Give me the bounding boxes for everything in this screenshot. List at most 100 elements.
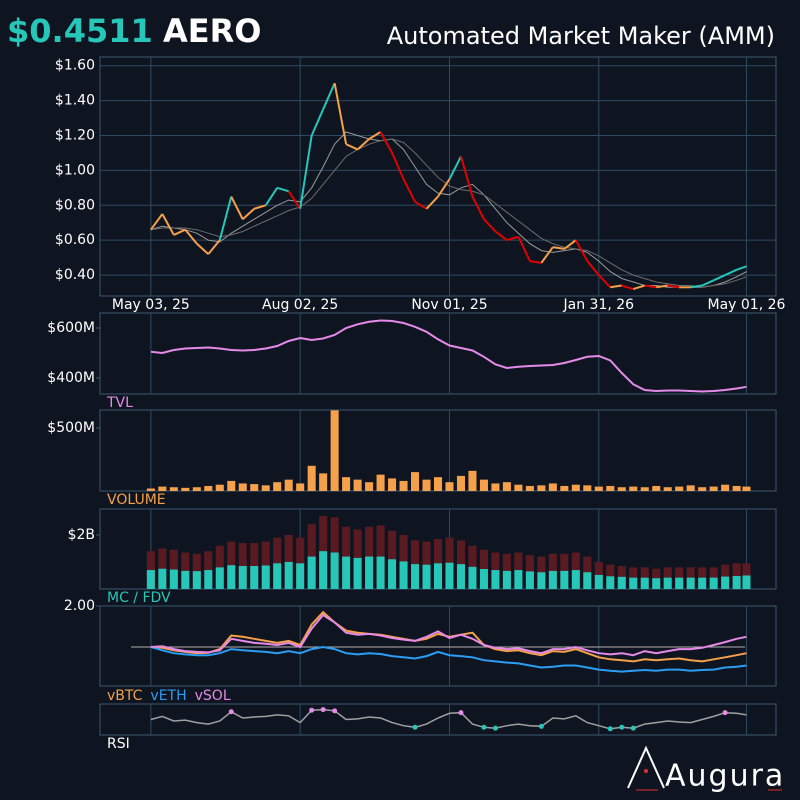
rsi-extreme [722,710,728,716]
logo [627,745,782,791]
panel-label: MC / FDV [107,590,171,606]
rsi-extreme [619,724,625,730]
bar [192,487,201,491]
bar [663,487,672,491]
bar [583,572,592,589]
price-segment [414,200,428,210]
bar [422,479,431,491]
rsi-extreme [458,710,464,716]
bar [502,482,511,491]
price-segment [161,213,175,236]
bar [169,549,178,589]
price-segment [196,242,209,255]
bar [284,479,293,491]
price-segment [242,208,255,220]
x-tick-label: May 01, 26 [707,297,785,313]
price-segment [690,284,703,289]
panel: $400M $600M TVL [47,312,777,411]
bar [296,483,305,491]
x-tick-label: May 03, 25 [112,297,190,313]
bar [273,563,282,589]
price-segment [207,239,221,255]
y-tick-label: $0.80 [55,197,95,213]
y-tick-label: $600M [47,320,95,336]
x-tick-label: Jan 31, 26 [563,297,635,313]
y-tick-label: $1.20 [55,128,95,144]
bar [686,485,695,491]
series-line [150,319,747,393]
price-segment [506,235,519,242]
bar [411,564,420,589]
bar [525,571,534,589]
panel-label: TVL [106,395,133,411]
bar [388,559,397,589]
price-segment [632,284,646,290]
bar [560,570,569,589]
y-tick-label: $0.60 [55,232,95,248]
price-segment [736,265,747,271]
price-segment [563,239,577,250]
bar [411,472,420,491]
price-segment [471,196,485,220]
x-tick-label: Nov 01, 25 [411,297,487,313]
panel-frame [99,56,777,297]
price-segment [437,178,451,198]
bar [445,562,454,589]
rsi-extreme [228,709,234,715]
bar [571,484,580,491]
moving-average [150,138,747,288]
bar [698,577,707,589]
bar [594,486,603,491]
rsi-extreme [412,724,418,730]
price-segment [299,135,313,209]
bar [663,577,672,589]
bar [158,568,167,589]
bar [319,551,328,589]
price-segment [586,260,600,276]
price-segment [448,155,462,180]
series-line [150,610,747,663]
price-segment [356,138,370,151]
bar [491,570,500,589]
price-segment [621,284,634,290]
price-segment [391,152,405,180]
panel: RSI [99,703,777,752]
price-segment [460,156,474,197]
bar [742,575,751,589]
price-segment [253,204,267,210]
bar [433,563,443,589]
panel-frame [99,703,777,736]
bar [238,566,247,589]
panel: $0.40 $0.60 $0.80 $1.00 $1.20 $1.40 $1.60 May 0… [55,56,786,313]
bar [342,556,351,589]
bar [181,487,190,491]
price-segment [713,274,726,282]
y-tick-label: $1.00 [55,162,95,178]
bar [215,567,224,589]
bar [686,577,695,589]
price-segment [368,131,382,140]
price-segment [494,230,508,241]
bar [330,410,339,491]
bar [479,569,488,589]
bar [238,483,247,491]
y-tick-label: 2.00 [64,598,95,614]
price-segment [218,196,233,241]
bar [514,484,523,491]
bar [502,570,511,589]
bar [675,486,684,491]
bar [365,482,374,491]
bar [433,477,443,491]
x-tick-label: Aug 02, 25 [262,297,338,313]
bar [698,487,707,491]
bar [399,561,408,589]
price-segment [667,284,680,289]
price-segment [333,82,348,145]
rsi-extreme [320,707,326,713]
price-segment [425,195,439,210]
bar [250,566,259,589]
price-segment [173,228,186,236]
bar [353,557,362,589]
bar [261,565,270,589]
